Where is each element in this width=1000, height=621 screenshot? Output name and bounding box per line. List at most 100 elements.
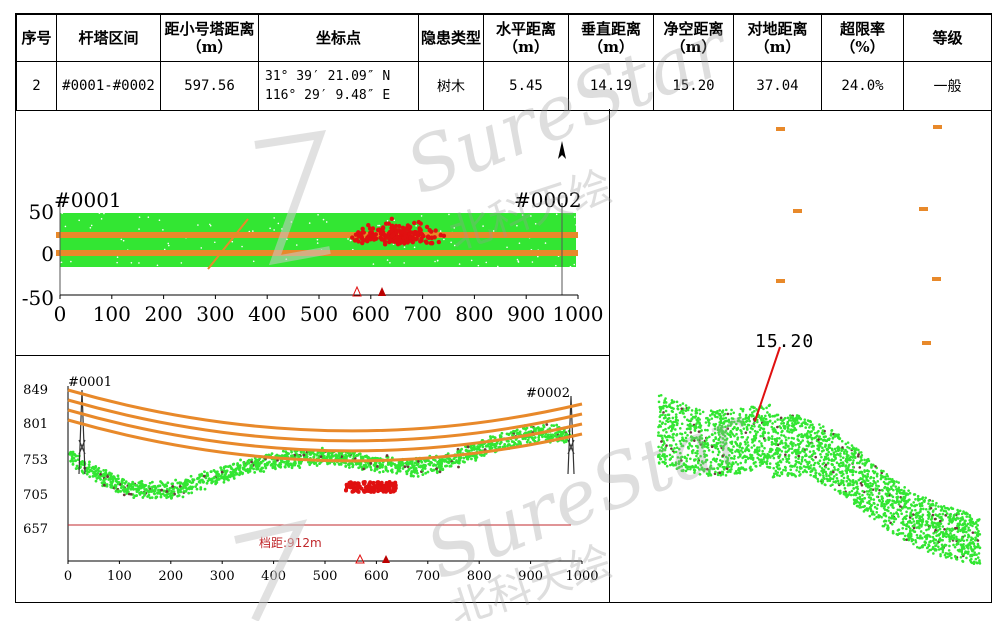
profile-ground-point [187, 491, 191, 495]
v3d-ground-point [741, 435, 745, 439]
plan-gap-point [168, 244, 170, 247]
v3d-ground-point [701, 410, 705, 414]
v3d-ground-point [910, 521, 913, 525]
v3d-ground-point [810, 445, 814, 448]
v3d-ground-point [706, 428, 709, 432]
v3d-ground-point [755, 408, 758, 411]
v3d-ground-point [918, 504, 922, 508]
v3d-ground-point [760, 462, 764, 466]
v3d-ground-point [744, 442, 747, 446]
v3d-ground-point [904, 499, 908, 503]
v3d-ground-point [801, 449, 804, 453]
v3d-ground-point [764, 417, 768, 421]
v3d-ground-point [779, 416, 783, 420]
plan-gap-point [497, 265, 499, 268]
v3d-ground-point [955, 526, 959, 530]
profile-ground-point [75, 464, 79, 468]
profile-y-tick: 705 [23, 488, 48, 503]
v3d-ground-point [795, 416, 798, 419]
profile-ground-point [195, 487, 199, 491]
v3d-ground-point [934, 507, 938, 511]
profile-ground-point [150, 480, 154, 484]
v3d-ground-point [851, 447, 854, 451]
v3d-ground-point [919, 507, 923, 511]
v3d-ground-point [746, 444, 750, 447]
profile-ground-point [436, 460, 439, 464]
v3d-ground-point [736, 463, 740, 466]
v3d-ground-point [945, 530, 948, 534]
plan-x-tick: 300 [196, 302, 234, 326]
v3d-ground-point [895, 511, 898, 515]
v3d-conductor-point [776, 127, 785, 131]
v3d-ground-point [689, 457, 692, 461]
v3d-ground-point [701, 446, 704, 449]
v3d-ground-point [886, 492, 890, 496]
v3d-ground-point [833, 447, 837, 451]
v3d-ground-point [923, 540, 927, 543]
v3d-ground-point [731, 433, 735, 436]
profile-ground-point [99, 472, 103, 476]
span-distance-label: 档距:912m [259, 536, 322, 550]
v3d-ground-point [722, 413, 725, 417]
v3d-ground-point [826, 479, 830, 483]
profile-ground-point [313, 452, 316, 456]
v3d-ground-point [797, 460, 801, 464]
v3d-ground-point [858, 495, 862, 499]
profile-ground-point [197, 480, 201, 484]
v3d-ground-point [678, 461, 681, 464]
v3d-ground-point [700, 460, 704, 464]
v3d-ground-point [856, 485, 859, 488]
v3d-ground-point [835, 473, 838, 476]
v3d-ground-point [877, 484, 880, 488]
profile-ground-point [220, 470, 224, 474]
profile-ground-point [518, 442, 521, 445]
v3d-ground-point [970, 553, 974, 557]
v3d-ground-point [784, 469, 787, 472]
v3d-ground-point [722, 444, 725, 448]
v3d-ground-point [978, 533, 982, 536]
v3d-ground-point [782, 424, 785, 428]
v3d-ground-point [689, 435, 693, 438]
v3d-ground-point [908, 516, 912, 519]
profile-ground-point [415, 471, 419, 475]
profile-ground-point [483, 448, 487, 451]
v3d-ground-point [700, 466, 704, 469]
profile-ground-point [476, 445, 479, 449]
v3d-ground-point [768, 450, 771, 454]
v3d-ground-point [739, 449, 743, 452]
v3d-ground-point [694, 444, 698, 448]
v3d-ground-point [666, 413, 670, 417]
v3d-ground-point [832, 475, 836, 478]
v3d-ground-point [827, 443, 831, 447]
v3d-ground-point [825, 448, 829, 452]
profile-ground-point [464, 448, 468, 452]
v3d-ground-point [678, 427, 682, 430]
profile-ground-point [553, 434, 557, 438]
v3d-ground-point [678, 411, 682, 415]
v3d-ground-point [794, 456, 798, 459]
v3d-ground-point [706, 442, 709, 445]
v3d-ground-point [741, 446, 744, 450]
view-3d-panel: 15.20 [610, 109, 991, 602]
v3d-ground-point [717, 463, 721, 466]
v3d-ground-point [726, 427, 730, 430]
v3d-ground-point [969, 557, 973, 561]
profile-ground-point [161, 492, 165, 496]
v3d-ground-point [910, 509, 914, 512]
v3d-ground-point [732, 411, 736, 415]
profile-ground-point [498, 442, 502, 446]
v3d-ground-point [833, 435, 837, 438]
v3d-ground-point [829, 452, 833, 456]
v3d-ground-point [894, 485, 898, 488]
v3d-ground-point [952, 543, 955, 547]
profile-ground-point [378, 470, 382, 474]
v3d-ground-point [903, 534, 907, 538]
v3d-ground-point [821, 425, 825, 428]
v3d-ground-point [963, 527, 967, 531]
v3d-ground-point [670, 406, 674, 410]
v3d-ground-point [953, 545, 957, 549]
v3d-ground-point [752, 461, 756, 465]
v3d-ground-point [747, 449, 751, 453]
v3d-ground-point [726, 470, 729, 474]
v3d-ground-point [793, 464, 797, 467]
